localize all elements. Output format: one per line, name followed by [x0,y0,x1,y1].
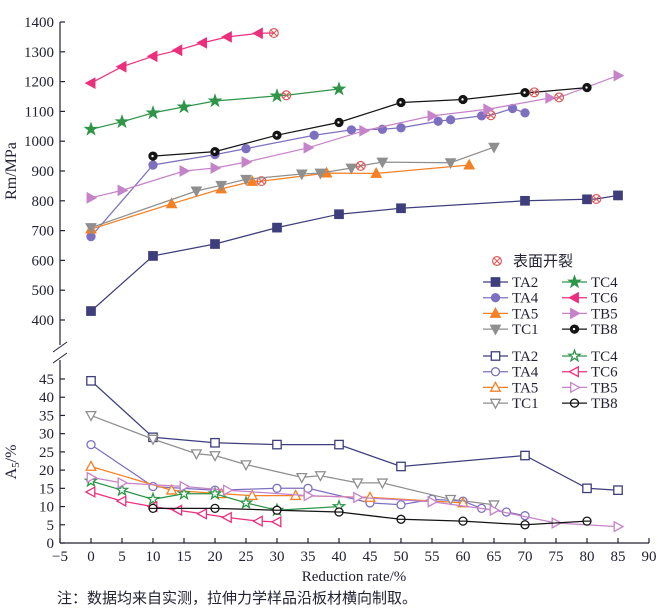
series-TA2-rm [86,190,623,316]
x-axis-ticks: −5 0 5 10 15 20 25 30 35 40 45 50 55 60 65 70 75 80 85 90 [52,538,657,565]
series-TA4-rm [86,103,530,242]
legend-crack-label: 表面开裂 [513,253,573,270]
legend-label-TC6: TC6 [591,365,618,381]
svg-text:35: 35 [39,408,54,424]
svg-text:55: 55 [425,549,440,565]
legend-label-TA5: TA5 [512,380,538,396]
legend-label-TA4: TA4 [512,365,539,381]
svg-text:20: 20 [39,463,54,479]
series-TB5-a5 [86,471,625,533]
legend-label-TC1: TC1 [512,322,539,338]
legend-entry-TC6-open: TC6 [562,365,618,381]
legend-entry-TB8-filled: TB8 [562,322,618,338]
svg-text:30: 30 [270,549,285,565]
svg-text:400: 400 [32,313,55,329]
series-TA5-rm [85,158,476,234]
svg-text:0: 0 [47,536,55,552]
legend-label-TC1: TC1 [512,396,539,412]
legend-entry-TC4-filled: TC4 [562,274,618,291]
svg-text:40: 40 [332,549,347,565]
y-axis-ticks-rm: 400 500 600 700 800 900 1000 1100 1200 1300 1400 [24,15,65,329]
legend-entry-TB8-open: TB8 [562,396,618,412]
legend-label-TB5: TB5 [591,380,618,396]
svg-text:0: 0 [87,549,95,565]
svg-text:20: 20 [208,549,223,565]
series-TB8-a5 [148,503,592,530]
series-TB5-rm [86,69,625,204]
legend-label-TC4: TC4 [591,275,618,291]
legend-crack-entry: 表面开裂 [492,253,573,270]
svg-text:25: 25 [239,549,254,565]
svg-text:500: 500 [32,283,55,299]
legend-entry-TB5-open: TB5 [562,380,618,396]
legend-entry-TA2-open: TA2 [483,349,538,365]
svg-text:700: 700 [32,224,55,240]
svg-text:−5: −5 [52,549,68,565]
legend-label-TC6: TC6 [591,291,618,307]
legend: 表面开裂 TA2 TC4 TA4 TC6 TA5 TB5 TC1 TB8 TA2 TC4 TA4 TC6… [483,253,618,412]
svg-text:1200: 1200 [24,75,54,91]
svg-text:25: 25 [39,445,54,461]
series-TC1-rm [85,142,500,234]
svg-text:1400: 1400 [24,15,54,31]
legend-entry-TA4-filled: TA4 [483,291,539,307]
svg-text:75: 75 [549,549,564,565]
svg-text:30: 30 [39,427,54,443]
svg-text:15: 15 [177,549,192,565]
series-TC6-rm [84,27,279,89]
svg-text:1000: 1000 [24,134,54,150]
svg-text:85: 85 [611,549,626,565]
legend-label-TB8: TB8 [591,322,618,338]
legend-entry-TC1-filled: TC1 [483,322,539,338]
legend-label-TB5: TB5 [591,306,618,322]
figure-note: 注：数据均来自实测，拉伸力学样品沿板材横向制取。 [57,591,418,607]
legend-label-TA5: TA5 [512,306,538,322]
svg-text:600: 600 [32,253,55,269]
svg-text:90: 90 [642,549,657,565]
series-TB8-rm [148,82,592,161]
legend-entry-TC1-open: TC1 [483,396,539,412]
svg-text:35: 35 [301,549,316,565]
legend-entry-TC6-filled: TC6 [562,291,618,307]
svg-text:70: 70 [518,549,533,565]
svg-text:10: 10 [39,500,54,516]
svg-text:800: 800 [32,194,55,210]
legend-entry-TB5-filled: TB5 [562,306,618,322]
series-TC4-rm [83,81,347,136]
svg-text:10: 10 [146,549,161,565]
series-TA2-a5 [86,375,623,496]
legend-entry-TA2-filled: TA2 [483,275,538,291]
legend-entry-TA5-filled: TA5 [483,306,538,322]
legend-label-TC4: TC4 [591,349,618,365]
x-axis-title: Reduction rate/% [302,569,407,585]
series-TC1-a5 [85,410,500,512]
legend-label-TA2: TA2 [512,275,538,291]
svg-text:45: 45 [363,549,378,565]
legend-label-TA2: TA2 [512,349,538,365]
svg-text:65: 65 [487,549,502,565]
svg-text:50: 50 [394,549,409,565]
legend-entry-TA4-open: TA4 [483,365,539,381]
svg-text:60: 60 [456,549,471,565]
svg-text:1300: 1300 [24,45,54,61]
svg-text:1100: 1100 [25,104,54,120]
axes [52,22,649,544]
legend-entry-TC4-open: TC4 [562,348,618,365]
svg-text:900: 900 [32,164,55,180]
y-axis-title-a5: A5/% [3,445,22,480]
svg-text:5: 5 [47,518,55,534]
svg-text:5: 5 [118,549,126,565]
legend-label-TB8: TB8 [591,396,618,412]
legend-label-TA4: TA4 [512,291,539,307]
svg-text:45: 45 [39,372,54,388]
svg-text:80: 80 [580,549,595,565]
y-axis-ticks-a5: 0 5 10 15 20 25 30 35 40 45 [39,372,65,552]
svg-text:40: 40 [39,390,54,406]
legend-entry-TA5-open: TA5 [483,380,538,396]
svg-text:15: 15 [39,481,54,497]
y-axis-title-rm: Rm/MPa [3,142,20,200]
